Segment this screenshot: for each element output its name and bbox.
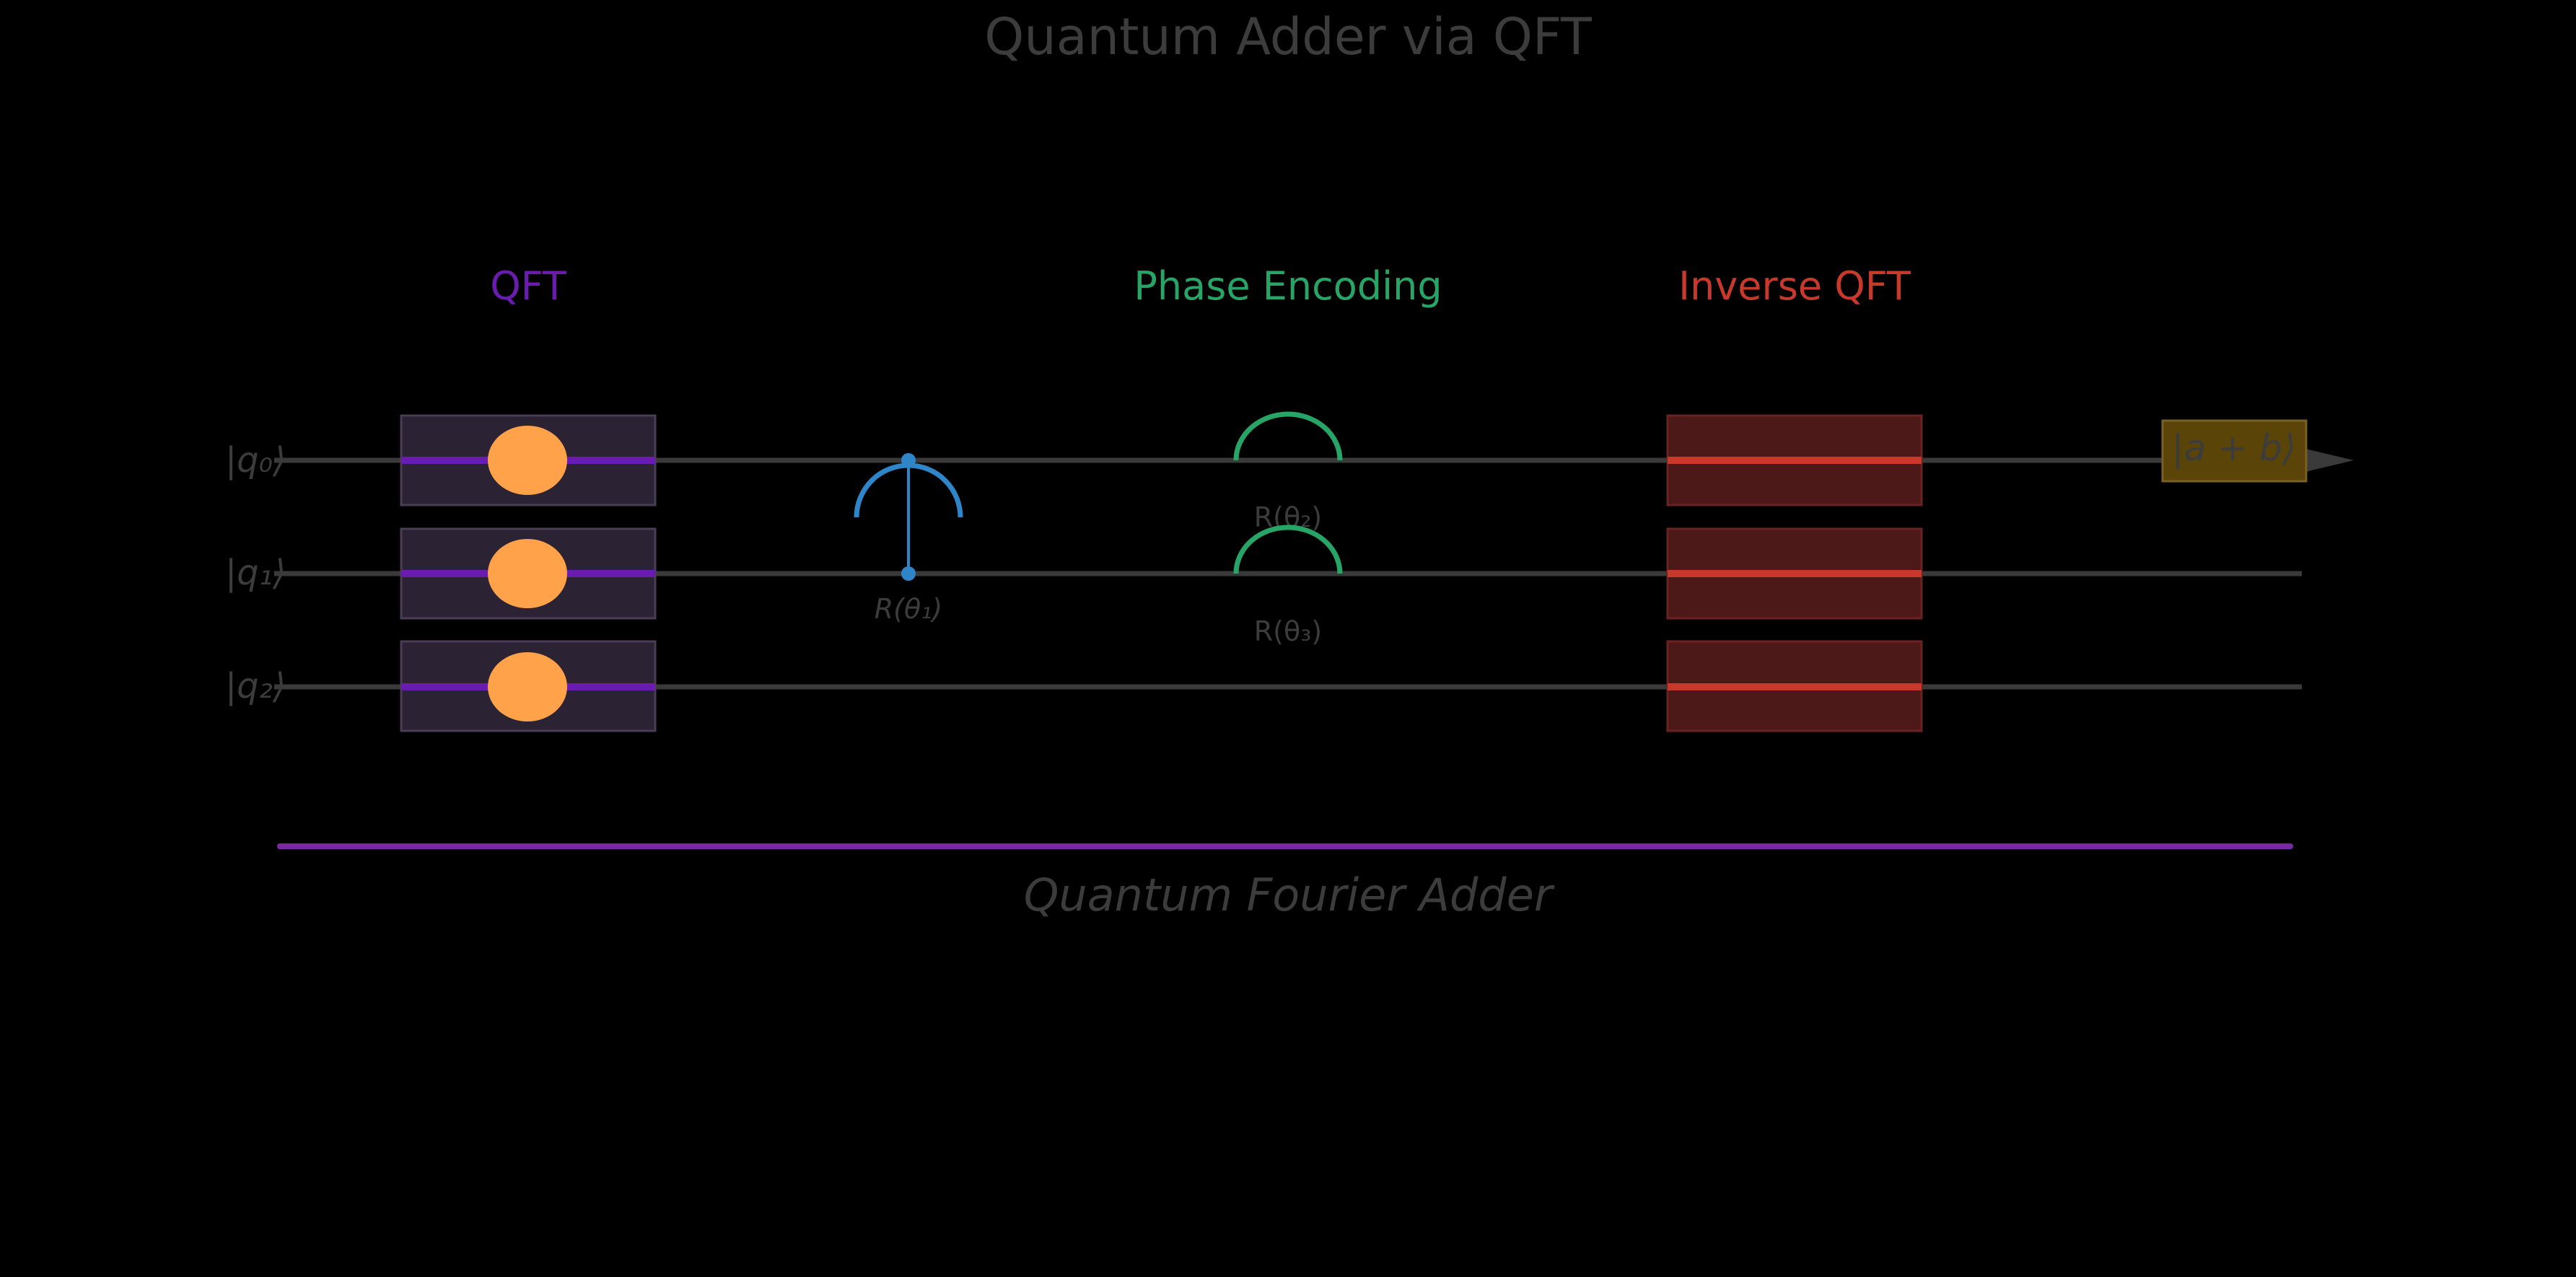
iqft-gate-q2 [1666, 640, 1923, 732]
section-header-qft: QFT [490, 263, 567, 309]
diagram-title: Quantum Adder via QFT [984, 7, 1592, 66]
section-header-phase-encoding: Phase Encoding [1134, 263, 1442, 309]
output-arrowhead [2305, 449, 2354, 472]
controlled-rotation-label: R(θ₁) [875, 593, 943, 625]
iqft-gate-q0 [1666, 414, 1923, 506]
qft-gate-q2 [400, 640, 657, 732]
qft-gate-q1 [400, 527, 657, 620]
phase-rotation-label-q1: R(θ₃) [1254, 615, 1323, 647]
output-label: |a + b⟩ [2172, 427, 2296, 469]
phase-rotation-arc-q0 [1233, 411, 1343, 461]
section-header-inverse-qft: Inverse QFT [1678, 263, 1911, 309]
iqft-gate-q1 [1666, 527, 1923, 620]
controlled-rotation-gate [854, 453, 963, 581]
phase-rotation-arc-q1 [1233, 525, 1343, 574]
footer-caption: Quantum Fourier Adder [1024, 869, 1555, 921]
qft-gate-q0 [400, 414, 657, 506]
output-box [2161, 419, 2308, 483]
